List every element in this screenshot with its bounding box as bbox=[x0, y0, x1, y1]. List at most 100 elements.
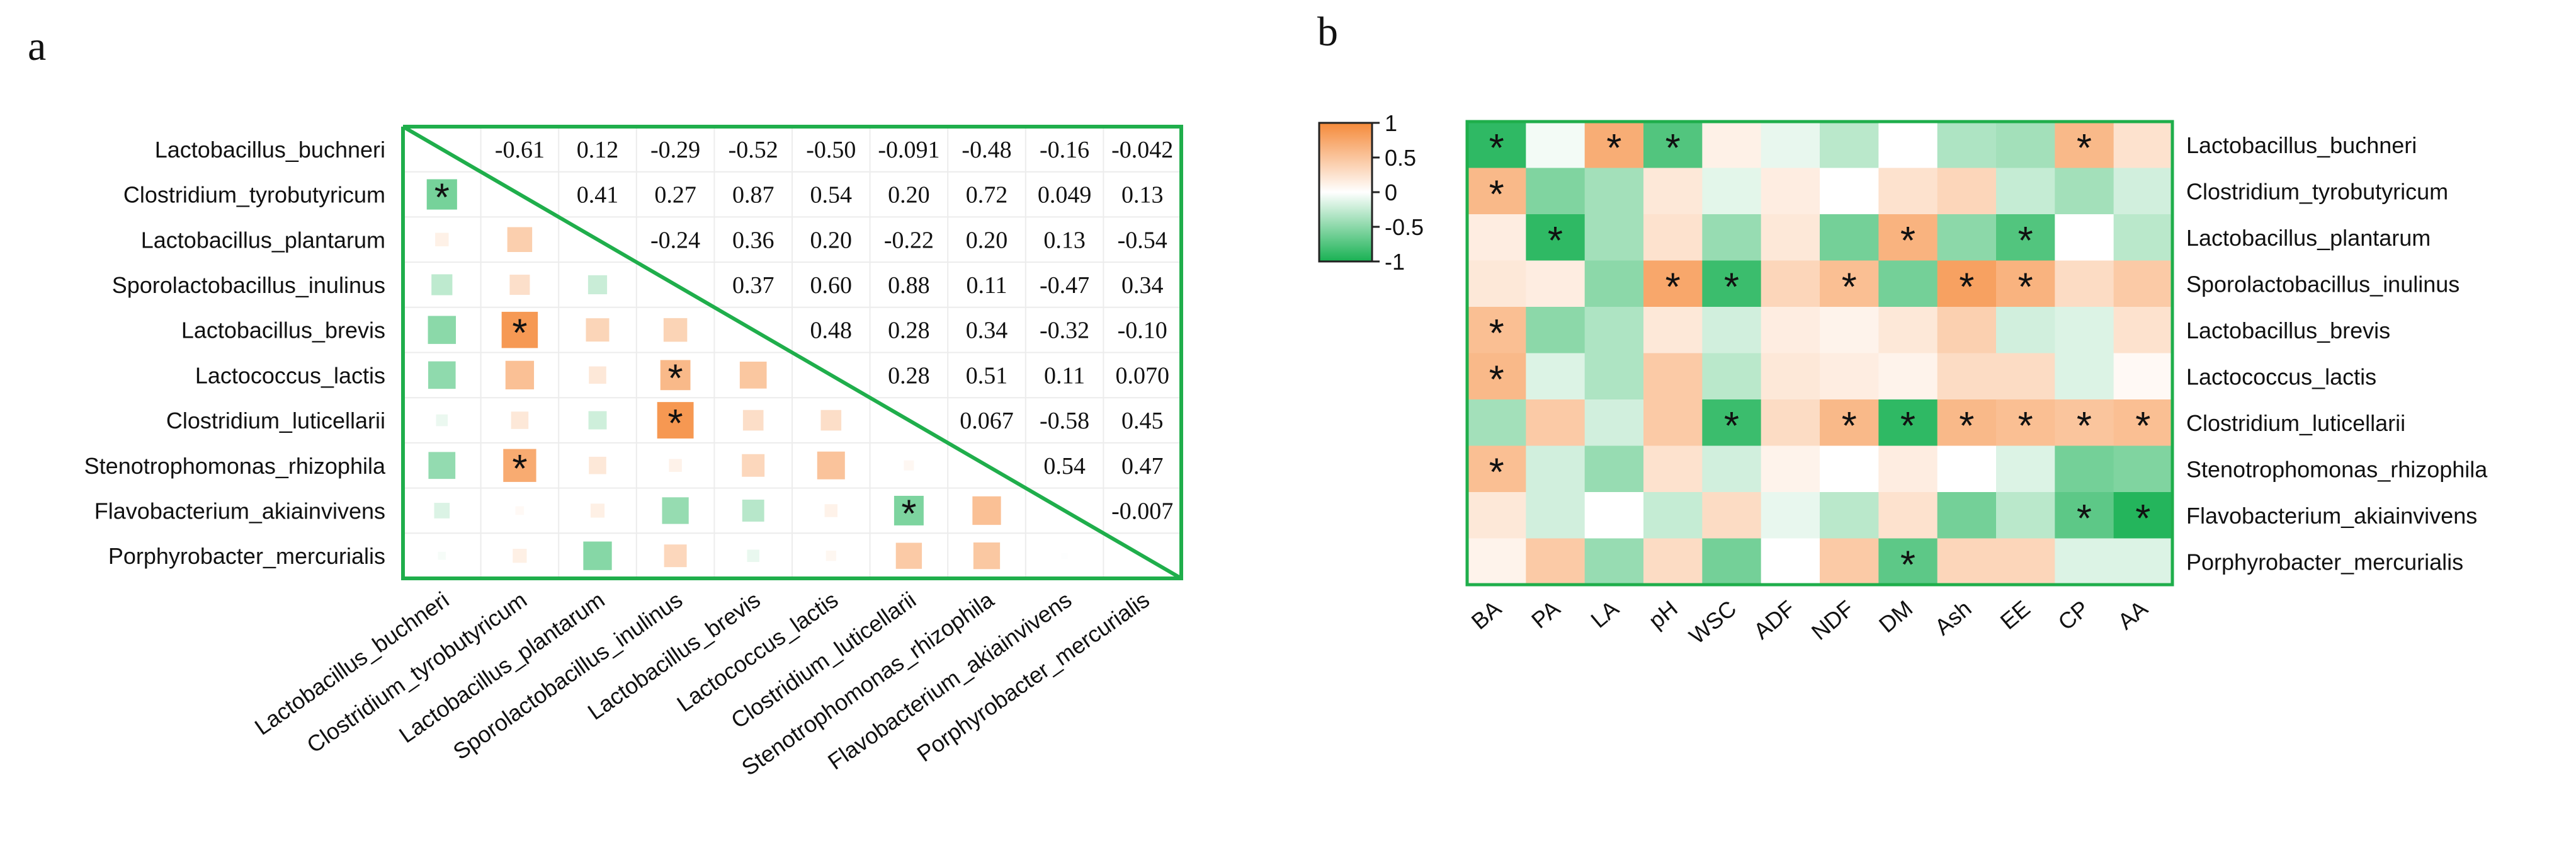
heatmap-cell bbox=[1878, 353, 1938, 400]
correlation-square bbox=[662, 497, 689, 524]
coefficient-label: 0.48 bbox=[810, 318, 853, 344]
heatmap-cell bbox=[1643, 168, 1703, 215]
coefficient-label: 0.27 bbox=[654, 182, 696, 209]
heatmap-cell bbox=[1526, 492, 1586, 539]
heatmap-cell bbox=[1878, 122, 1938, 169]
heatmap-cell bbox=[2113, 538, 2173, 585]
heatmap-cell bbox=[1526, 260, 1586, 307]
heatmap-cell bbox=[2055, 260, 2114, 307]
column-label: DM bbox=[1874, 595, 1917, 638]
heatmap-cell bbox=[1467, 260, 1526, 307]
heatmap-cell bbox=[1937, 538, 1997, 585]
coefficient-label: 0.47 bbox=[1121, 453, 1164, 479]
significance-star: * bbox=[1959, 265, 1974, 309]
correlation-square bbox=[435, 232, 449, 246]
heatmap-border bbox=[1465, 120, 2174, 587]
coefficient-label: 0.13 bbox=[1121, 182, 1164, 209]
coefficient-label: -0.16 bbox=[1040, 137, 1089, 163]
heatmap-cell bbox=[1820, 538, 1879, 585]
heatmap-cell bbox=[1761, 492, 1820, 539]
coefficient-label: -0.22 bbox=[884, 227, 934, 253]
significance-star: * bbox=[2135, 404, 2150, 448]
correlation-square bbox=[824, 504, 838, 517]
heatmap-cell bbox=[1584, 307, 1644, 354]
heatmap-cell bbox=[1467, 399, 1526, 447]
row-label: Lactobacillus_buchneri bbox=[155, 137, 385, 163]
coefficient-label: 0.20 bbox=[966, 227, 1008, 253]
coefficient-label: -0.24 bbox=[650, 227, 700, 253]
correlation-square bbox=[515, 506, 525, 515]
correlation-square bbox=[742, 410, 764, 431]
coefficient-label: -0.10 bbox=[1118, 318, 1167, 344]
colorbar-tick-label: 0.5 bbox=[1385, 145, 1416, 171]
significance-star: * bbox=[2135, 497, 2150, 541]
heatmap-cell bbox=[2055, 353, 2114, 400]
heatmap-cell bbox=[1937, 214, 1997, 261]
significance-star: * bbox=[1489, 358, 1504, 401]
row-label: Clostridium_luticellarii bbox=[2186, 410, 2405, 436]
row-label: Clostridium_luticellarii bbox=[166, 408, 385, 433]
row-label: Flavobacterium_akiainvivens bbox=[94, 498, 385, 524]
heatmap-cell bbox=[1761, 260, 1820, 307]
significance-star: * bbox=[1959, 404, 1974, 448]
heatmap-cell bbox=[1878, 445, 1938, 493]
significance-star: * bbox=[668, 357, 683, 400]
colorbar-tick-label: -0.5 bbox=[1385, 214, 1424, 240]
significance-star: * bbox=[1900, 543, 1915, 587]
heatmap-cell bbox=[2113, 214, 2173, 261]
heatmap-cell bbox=[2055, 214, 2114, 261]
heatmap-cell bbox=[1584, 122, 1644, 169]
coefficient-label: 0.11 bbox=[1044, 362, 1085, 389]
heatmap-cell bbox=[1467, 307, 1526, 354]
coefficient-label: 0.54 bbox=[810, 182, 853, 209]
heatmap-cell bbox=[1820, 307, 1879, 354]
correlation-square bbox=[895, 542, 922, 569]
row-label: Stenotrophomonas_rhizophila bbox=[2186, 456, 2488, 482]
significance-star: * bbox=[1489, 173, 1504, 216]
coefficient-label: 0.41 bbox=[577, 182, 619, 209]
significance-star: * bbox=[1489, 450, 1504, 494]
column-label: AA bbox=[2113, 595, 2152, 634]
heatmap-cell bbox=[1584, 168, 1644, 215]
correlation-square bbox=[513, 549, 527, 563]
coefficient-label: 0.28 bbox=[888, 318, 930, 344]
significance-star: * bbox=[1724, 404, 1739, 448]
coefficient-label: 0.88 bbox=[888, 272, 930, 299]
significance-star: * bbox=[512, 312, 527, 355]
heatmap-cell bbox=[1937, 307, 1997, 354]
heatmap-cell bbox=[1702, 168, 1762, 215]
coefficient-label: 0.067 bbox=[960, 408, 1014, 434]
correlation-square bbox=[664, 544, 687, 568]
correlation-square bbox=[747, 549, 759, 562]
colorbar-tick-label: 0 bbox=[1385, 180, 1397, 205]
heatmap-cell bbox=[2055, 168, 2114, 215]
coefficient-label: 0.28 bbox=[888, 362, 930, 389]
correlation-square bbox=[509, 274, 530, 295]
correlation-square bbox=[894, 495, 924, 525]
heatmap-cell bbox=[1761, 399, 1820, 447]
heatmap-cell bbox=[1643, 538, 1703, 585]
heatmap-cell bbox=[2055, 307, 2114, 354]
heatmap-cell bbox=[1878, 492, 1938, 539]
coefficient-label: -0.52 bbox=[729, 137, 778, 163]
heatmap-cell bbox=[1820, 214, 1879, 261]
heatmap-cell bbox=[1584, 538, 1644, 585]
row-label: Sporolactobacillus_inulinus bbox=[112, 272, 385, 298]
correlation-square bbox=[511, 411, 529, 429]
significance-star: * bbox=[2018, 404, 2033, 448]
heatmap-cell bbox=[1761, 307, 1820, 354]
column-label: BA bbox=[1467, 595, 1506, 634]
heatmap-cell bbox=[1820, 492, 1879, 539]
panel-label-b: b bbox=[1317, 9, 1338, 55]
significance-star: * bbox=[1724, 265, 1739, 309]
significance-star: * bbox=[434, 176, 450, 220]
heatmap-cell bbox=[1820, 260, 1879, 307]
row-label: Lactobacillus_buchneri bbox=[2186, 132, 2417, 158]
heatmap-cell bbox=[1643, 492, 1703, 539]
coefficient-label: 0.45 bbox=[1121, 408, 1164, 434]
row-label: Lactobacillus_brevis bbox=[181, 318, 385, 343]
heatmap-cell bbox=[1937, 353, 1997, 400]
heatmap-cell bbox=[1526, 122, 1586, 169]
heatmap-cell bbox=[1702, 353, 1762, 400]
panel-b-heatmap: * * * * * * * * * * * * * * * * * * * * * * * * * * Lactobacillus_… bbox=[1318, 110, 2488, 649]
